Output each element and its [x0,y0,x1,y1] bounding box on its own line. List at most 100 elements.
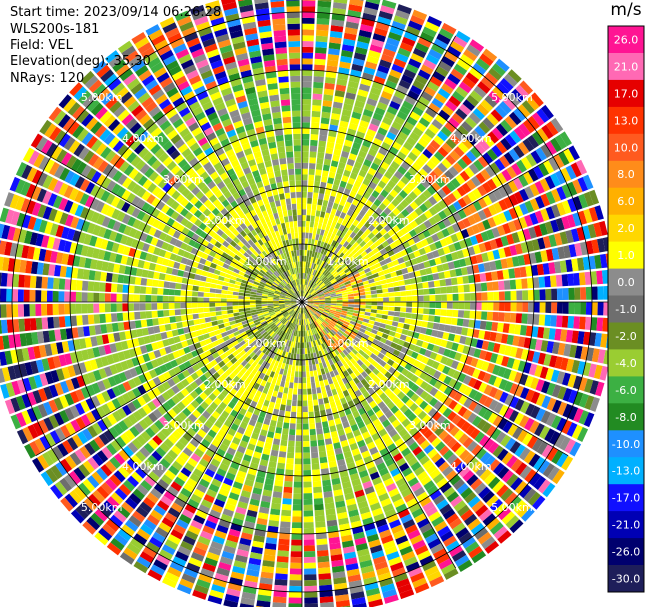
velocity-gate [366,533,380,543]
velocity-gate [370,162,380,171]
velocity-gate [207,429,217,439]
velocity-gate [249,437,258,446]
velocity-gate [491,145,503,158]
velocity-gate [449,426,460,437]
velocity-gate [511,256,520,267]
velocity-gate [367,216,376,224]
velocity-gate [180,302,187,309]
velocity-gate [574,302,581,315]
velocity-gate [417,289,424,295]
velocity-gate [506,166,517,179]
velocity-gate [329,542,341,550]
velocity-gate [136,556,152,569]
velocity-gate [330,306,337,309]
velocity-gate [347,309,354,313]
velocity-gate [478,139,491,151]
velocity-gate [55,461,68,476]
velocity-gate [149,536,163,549]
velocity-gate [313,304,319,307]
velocity-gate [352,355,360,362]
velocity-gate [455,326,463,335]
velocity-gate [78,338,87,349]
velocity-gate [315,210,321,217]
velocity-gate [142,393,152,404]
velocity-gate [338,517,349,526]
velocity-gate [551,204,561,218]
velocity-gate [277,361,283,369]
velocity-gate [367,466,378,475]
velocity-gate [336,305,343,308]
velocity-gate [448,117,460,129]
velocity-gate [372,368,380,376]
velocity-gate [443,568,459,580]
velocity-gate [390,342,398,349]
velocity-gate [469,39,485,52]
velocity-gate [284,303,291,305]
velocity-gate [109,343,118,353]
velocity-gate [442,465,454,477]
velocity-gate [262,367,268,375]
velocity-gate [86,348,95,359]
velocity-gate [325,384,331,392]
velocity-gate [302,331,304,337]
velocity-gate [193,514,206,525]
velocity-gate [415,157,426,168]
velocity-gate [322,485,332,493]
velocity-gate [363,212,371,221]
velocity-gate [411,307,418,314]
velocity-gate [289,423,296,430]
velocity-gate [176,391,185,401]
velocity-gate [150,564,166,576]
velocity-gate [567,405,579,421]
velocity-gate [181,573,196,584]
velocity-gate [302,58,313,65]
velocity-gate [387,249,395,257]
velocity-gate [412,126,424,137]
velocity-gate [229,346,237,354]
velocity-gate [497,448,509,461]
velocity-gate [318,445,326,452]
velocity-gate [343,188,351,196]
velocity-gate [367,167,377,176]
velocity-gate [221,314,229,319]
velocity-gate [396,212,405,221]
velocity-gate [314,285,320,291]
velocity-gate [313,284,319,290]
velocity-gate [438,430,449,441]
velocity-gate [228,283,235,288]
velocity-gate [328,48,340,56]
velocity-gate [359,327,366,334]
velocity-gate [342,275,349,281]
velocity-gate [563,148,575,163]
velocity-gate [312,346,316,353]
velocity-gate [338,410,346,418]
velocity-gate [232,350,239,357]
velocity-gate [351,597,366,606]
velocity-gate [400,302,407,307]
velocity-gate [147,379,157,389]
velocity-gate [233,560,247,569]
velocity-gate [385,324,392,330]
velocity-gate [466,440,478,452]
velocity-gate [441,185,452,196]
velocity-gate [522,119,536,134]
velocity-gate [245,574,259,583]
velocity-gate [324,237,330,244]
velocity-gate [291,303,297,307]
velocity-gate [319,344,324,351]
velocity-gate [186,403,196,413]
velocity-gate [554,261,562,274]
velocity-gate [313,303,320,306]
velocity-gate [78,362,87,374]
velocity-gate [0,304,7,318]
velocity-gate [430,422,440,433]
velocity-gate [535,393,546,407]
velocity-gate [457,310,465,318]
velocity-gate [304,597,318,604]
velocity-gate [507,220,517,233]
velocity-gate [278,451,287,458]
velocity-gate [227,343,234,350]
velocity-gate [374,561,388,571]
velocity-gate [423,308,430,315]
velocity-gate [433,213,442,223]
